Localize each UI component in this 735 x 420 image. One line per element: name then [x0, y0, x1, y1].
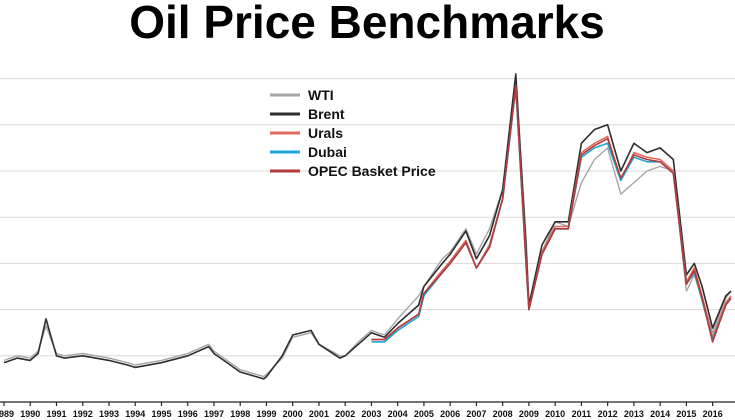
x-tick-label: 2007 — [466, 409, 486, 419]
series-line-wti — [3, 77, 732, 378]
x-tick-label: 2010 — [545, 409, 565, 419]
chart-title: Oil Price Benchmarks — [129, 0, 605, 48]
x-tick-label: 2014 — [650, 409, 670, 419]
x-tick-label: 2011 — [572, 409, 592, 419]
x-tick-label: 2004 — [388, 409, 408, 419]
legend-label: Dubai — [308, 144, 347, 160]
series-line-urals — [371, 84, 732, 341]
x-tick-label: 2016 — [703, 409, 723, 419]
x-tick-label: 1993 — [99, 409, 119, 419]
x-tick-label: 1999 — [256, 409, 276, 419]
legend: WTI Brent Urals Dubai OPEC Basket Price — [270, 87, 436, 179]
x-tick-label: 1991 — [46, 409, 66, 419]
x-tick-label: 2000 — [283, 409, 303, 419]
series-lines — [3, 73, 732, 380]
x-tick-label: 2008 — [493, 409, 513, 419]
x-tick-label: 1989 — [0, 409, 14, 419]
legend-label: OPEC Basket Price — [308, 163, 436, 179]
x-tick-label: 1998 — [230, 409, 250, 419]
x-tick-label: 2015 — [676, 409, 696, 419]
x-tick-label: 2005 — [414, 409, 434, 419]
x-tick-label: 2002 — [335, 409, 355, 419]
x-tick-label: 1997 — [204, 409, 224, 419]
x-tick-label: 2003 — [361, 409, 381, 419]
x-tick-label: 1994 — [125, 409, 145, 419]
legend-label: Urals — [308, 125, 343, 141]
grid — [0, 78, 735, 403]
legend-label: WTI — [308, 87, 334, 103]
x-tick-label: 2006 — [440, 409, 460, 419]
x-tick-label: 2013 — [624, 409, 644, 419]
x-tick-label: 2001 — [309, 409, 329, 419]
x-tick-label: 2012 — [598, 409, 618, 419]
series-line-opec-basket-price — [371, 84, 732, 343]
series-line-dubai — [371, 87, 732, 343]
x-tick-label: 1990 — [20, 409, 40, 419]
x-tick-label: 1995 — [151, 409, 171, 419]
x-tick-label: 2009 — [519, 409, 539, 419]
x-tick-label: 1992 — [73, 409, 93, 419]
legend-label: Brent — [308, 106, 345, 122]
series-line-brent — [3, 73, 732, 380]
x-tick-label: 1996 — [178, 409, 198, 419]
x-axis: 1989 1990 1991 1992 1993 1994 1995 1996 1997 1998… — [0, 401, 735, 419]
